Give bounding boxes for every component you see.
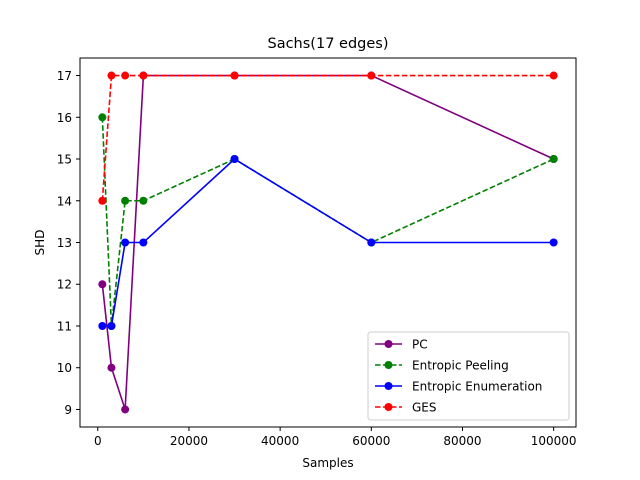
x-axis-ticks: 0 20000 40000 60000 80000 100000 <box>94 427 577 448</box>
y-tick-label: 10 <box>57 361 72 375</box>
y-tick-label: 11 <box>57 319 72 333</box>
x-tick-label: 100000 <box>531 434 577 448</box>
data-point-pc <box>98 280 107 289</box>
x-axis-label: Samples <box>302 456 353 470</box>
legend: PC Entropic Peeling Entropic Enumeration GE… <box>367 331 570 421</box>
data-point-pc <box>121 405 130 414</box>
x-tick-label: 0 <box>94 434 102 448</box>
y-tick-label: 14 <box>57 194 72 208</box>
data-point-ges <box>549 71 558 80</box>
data-point-entropic-enumeration <box>139 238 148 247</box>
data-point-entropic-enumeration <box>107 321 116 330</box>
legend-label-pc: PC <box>412 338 428 352</box>
y-tick-label: 9 <box>64 403 72 417</box>
legend-label-entropic-enumeration: Entropic Enumeration <box>412 380 542 394</box>
data-point-ges <box>107 71 116 80</box>
legend-box <box>367 331 570 421</box>
legend-marker-ges <box>384 403 393 411</box>
x-tick-label: 40000 <box>261 434 299 448</box>
legend-marker-pc <box>384 340 393 348</box>
legend-marker-entropic-enumeration <box>384 382 393 390</box>
legend-marker-entropic-peeling <box>384 361 393 369</box>
data-point-entropic-enumeration <box>367 238 376 247</box>
series-layer <box>98 71 558 414</box>
data-point-entropic-peeling <box>549 155 558 164</box>
x-tick-label: 80000 <box>443 434 481 448</box>
y-tick-label: 12 <box>57 278 72 292</box>
x-tick-label: 20000 <box>170 434 208 448</box>
data-point-ges <box>98 196 107 205</box>
y-tick-label: 17 <box>57 69 72 83</box>
data-point-entropic-enumeration <box>230 155 239 164</box>
data-point-entropic-peeling <box>139 196 148 205</box>
legend-label-entropic-peeling: Entropic Peeling <box>412 359 509 373</box>
x-tick-label: 60000 <box>352 434 390 448</box>
data-point-ges <box>367 71 376 80</box>
y-axis-label: SHD <box>33 230 47 256</box>
data-point-entropic-enumeration <box>549 238 558 247</box>
data-point-entropic-peeling <box>121 196 130 205</box>
data-point-ges <box>121 71 130 80</box>
data-point-entropic-peeling <box>98 113 107 122</box>
data-point-ges <box>139 71 148 80</box>
data-point-entropic-enumeration <box>98 321 107 330</box>
y-tick-label: 15 <box>57 153 72 167</box>
y-axis-ticks: 9 10 11 12 13 14 15 16 17 <box>57 69 80 417</box>
y-tick-label: 13 <box>57 236 72 250</box>
legend-label-ges: GES <box>412 401 437 415</box>
data-point-entropic-enumeration <box>121 238 130 247</box>
data-point-ges <box>230 71 239 80</box>
chart-title: Sachs(17 edges) <box>268 36 389 52</box>
y-tick-label: 16 <box>57 111 72 125</box>
data-point-pc <box>107 363 116 372</box>
